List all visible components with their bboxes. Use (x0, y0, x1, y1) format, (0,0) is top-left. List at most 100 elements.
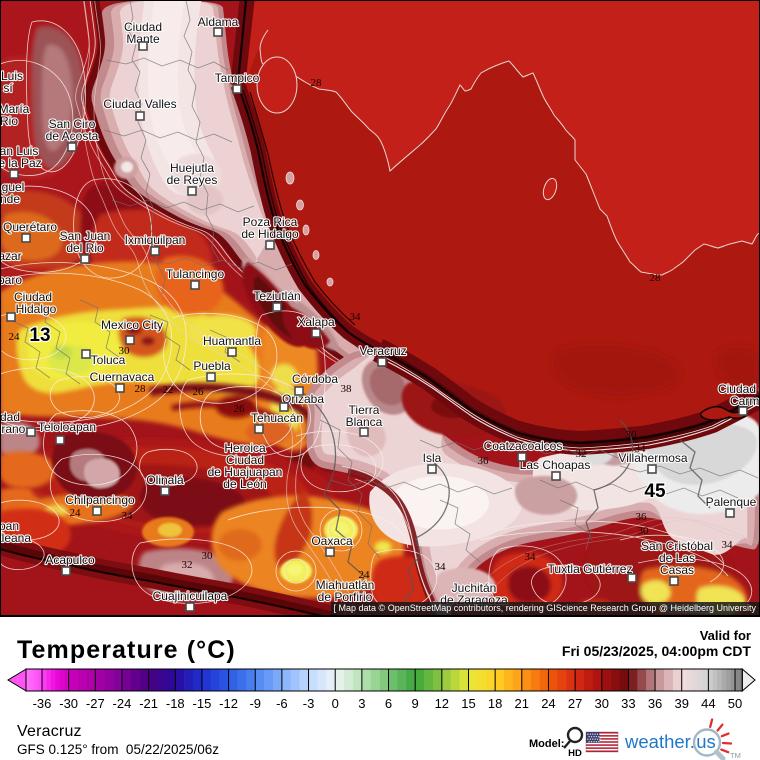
svg-text:Rio: Rio (1, 114, 18, 128)
svg-text:Querétaro: Querétaro (3, 220, 57, 234)
svg-text:de Acosta: de Acosta (46, 129, 99, 143)
svg-text:Aldama: Aldama (198, 15, 239, 29)
svg-text:Tampico: Tampico (215, 71, 260, 85)
svg-text:dad: dad (1, 410, 20, 424)
svg-text:18: 18 (488, 696, 502, 711)
svg-text:34: 34 (635, 443, 647, 455)
svg-text:weather.: weather. (624, 731, 695, 752)
svg-text:an Luis: an Luis (1, 144, 38, 158)
svg-text:de Porfirio: de Porfirio (318, 590, 373, 604)
svg-text:guel: guel (2, 180, 25, 194)
svg-text:Ixmiquilpan: Ixmiquilpan (125, 233, 186, 247)
svg-text:27: 27 (568, 696, 582, 711)
svg-text:38: 38 (341, 383, 353, 395)
svg-text:Miahuatlán: Miahuatlán (316, 578, 375, 592)
svg-text:TM: TM (730, 751, 741, 760)
svg-text:34: 34 (722, 539, 734, 551)
svg-text:-21: -21 (139, 696, 158, 711)
svg-text:26: 26 (193, 386, 205, 398)
svg-text:-27: -27 (86, 696, 105, 711)
svg-text:de Las: de Las (659, 551, 695, 565)
svg-text:39: 39 (674, 696, 688, 711)
svg-text:Teloloapan: Teloloapan (38, 420, 96, 434)
svg-text:32: 32 (576, 448, 587, 460)
svg-text:Heroica: Heroica (224, 441, 266, 455)
svg-text:de Reyes: de Reyes (167, 173, 218, 187)
svg-text:-9: -9 (249, 696, 261, 711)
svg-text:30: 30 (638, 525, 650, 537)
svg-text:★★★★★: ★★★★★ (588, 740, 601, 744)
svg-text:Cuajinicuilapa: Cuajinicuilapa (153, 589, 228, 603)
svg-text:50: 50 (728, 696, 742, 711)
svg-text:Teziutlán: Teziutlán (253, 289, 300, 303)
svg-text:-15: -15 (193, 696, 212, 711)
svg-text:★★★★★★: ★★★★★★ (587, 737, 602, 741)
svg-text:azar: azar (1, 249, 22, 263)
svg-text:de León: de León (223, 477, 266, 491)
svg-text:María: María (1, 102, 30, 116)
svg-text:24: 24 (70, 507, 82, 519)
svg-text:22: 22 (163, 384, 174, 396)
svg-text:34: 34 (525, 551, 537, 563)
svg-text:0: 0 (332, 696, 339, 711)
svg-text:12: 12 (435, 696, 449, 711)
svg-text:26: 26 (234, 403, 246, 415)
svg-text:Tierra: Tierra (349, 403, 380, 417)
svg-text:15: 15 (461, 696, 475, 711)
svg-text:34: 34 (350, 311, 362, 323)
svg-text:Xalapa: Xalapa (297, 315, 335, 329)
svg-text:e la Paz: e la Paz (1, 156, 42, 170)
svg-text:Huejutla: Huejutla (170, 161, 214, 175)
svg-text:34: 34 (122, 510, 134, 522)
svg-text:-18: -18 (166, 696, 185, 711)
svg-text:nde: nde (1, 192, 20, 206)
svg-text:Olinalá: Olinalá (146, 473, 184, 487)
svg-text:Villahermosa: Villahermosa (618, 451, 687, 465)
svg-text:24: 24 (359, 569, 371, 581)
svg-text:★★★★★: ★★★★★ (588, 735, 601, 739)
svg-text:30: 30 (202, 550, 214, 562)
svg-text:30: 30 (626, 429, 638, 441)
svg-text:-30: -30 (59, 696, 78, 711)
svg-text:Acapulco: Acapulco (45, 553, 95, 567)
svg-text:-36: -36 (33, 696, 52, 711)
svg-text:-6: -6 (276, 696, 288, 711)
svg-text:Veracruz: Veracruz (359, 344, 406, 358)
svg-text:del Rio: del Rio (66, 241, 104, 255)
svg-text:Ciudad: Ciudad (124, 20, 162, 34)
svg-text:Mante: Mante (126, 32, 160, 46)
svg-text:Palenque: Palenque (706, 495, 757, 509)
svg-text:Juchitán: Juchitán (452, 581, 497, 595)
svg-text:36: 36 (636, 511, 648, 523)
svg-text:Blanca: Blanca (346, 415, 383, 429)
svg-text:de Huajuapan: de Huajuapan (208, 465, 283, 479)
svg-text:Tulancingo: Tulancingo (166, 267, 225, 281)
svg-text:San Ciro: San Ciro (49, 117, 96, 131)
svg-text:Oaxaca: Oaxaca (311, 534, 353, 548)
svg-text:Ciudad: Ciudad (226, 453, 264, 467)
svg-text:Ciudad: Ciudad (14, 290, 52, 304)
svg-text:Huamantla: Huamantla (203, 334, 261, 348)
svg-text:3: 3 (358, 696, 365, 711)
svg-text:36: 36 (478, 455, 490, 467)
svg-text:Luis: Luis (1, 69, 23, 83)
svg-text:44: 44 (701, 696, 715, 711)
svg-text:Casas: Casas (660, 563, 694, 577)
svg-text:Puebla: Puebla (193, 359, 231, 373)
svg-text:Hidalgo: Hidalgo (16, 302, 57, 316)
svg-text:36: 36 (648, 696, 662, 711)
svg-text:de Hidalgo: de Hidalgo (241, 227, 299, 241)
svg-text:pan: pan (1, 519, 19, 533)
svg-text:45: 45 (644, 481, 666, 502)
svg-text:32: 32 (182, 559, 193, 571)
svg-text:33: 33 (621, 696, 635, 711)
svg-text:Orizaba: Orizaba (282, 392, 324, 406)
svg-text:Tehuacán: Tehuacán (251, 411, 303, 425)
svg-text:HD: HD (568, 748, 582, 759)
svg-text:Toluca: Toluca (91, 353, 126, 367)
svg-text:6: 6 (385, 696, 392, 711)
svg-text:-24: -24 (113, 696, 132, 711)
svg-text:Tuxtla Gutiérrez: Tuxtla Gutiérrez (548, 562, 633, 576)
svg-text:30: 30 (595, 696, 609, 711)
svg-text:28: 28 (135, 383, 147, 395)
